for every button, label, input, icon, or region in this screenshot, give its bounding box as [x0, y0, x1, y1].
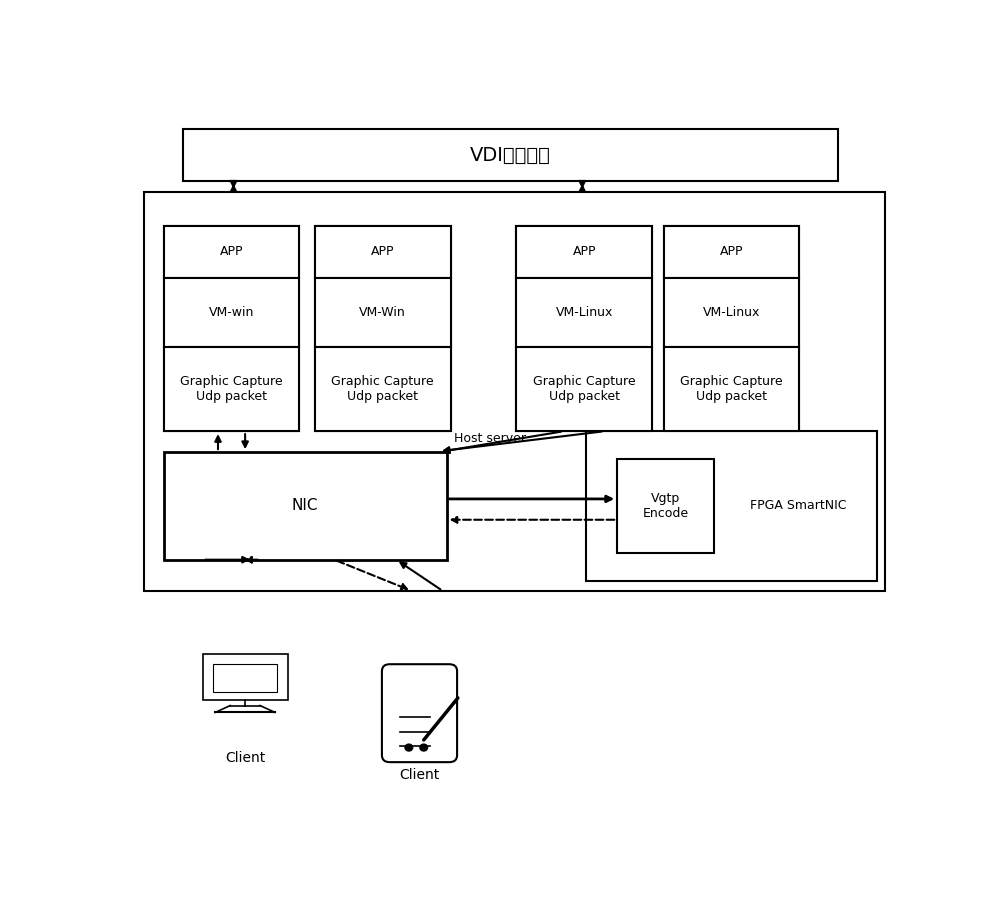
Text: VM-win: VM-win — [209, 306, 254, 319]
Text: Graphic Capture
Udp packet: Graphic Capture Udp packet — [533, 375, 636, 403]
Bar — [516, 278, 652, 347]
Bar — [183, 129, 838, 181]
Bar — [164, 452, 447, 559]
Bar — [164, 347, 299, 431]
Text: VM-Win: VM-Win — [359, 306, 406, 319]
Bar — [516, 226, 652, 278]
Text: Vgtp
Encode: Vgtp Encode — [642, 492, 689, 520]
Bar — [664, 226, 799, 278]
Circle shape — [405, 744, 413, 751]
Text: Graphic Capture
Udp packet: Graphic Capture Udp packet — [680, 375, 783, 403]
Text: VDI管理平台: VDI管理平台 — [470, 145, 551, 165]
Bar — [144, 191, 885, 591]
Circle shape — [420, 744, 428, 751]
Text: APP: APP — [572, 245, 596, 258]
Bar — [213, 664, 277, 692]
Bar — [664, 278, 799, 347]
Bar — [617, 459, 714, 553]
Bar — [164, 226, 299, 431]
Bar — [164, 278, 299, 347]
Text: VM-Linux: VM-Linux — [556, 306, 613, 319]
Text: FPGA SmartNIC: FPGA SmartNIC — [750, 500, 847, 512]
Text: APP: APP — [371, 245, 394, 258]
Text: NIC: NIC — [292, 499, 318, 513]
Text: VM-Linux: VM-Linux — [703, 306, 760, 319]
Text: Graphic Capture
Udp packet: Graphic Capture Udp packet — [180, 375, 283, 403]
Text: Client: Client — [399, 769, 440, 782]
Bar — [164, 226, 299, 278]
Bar — [664, 347, 799, 431]
Text: Host server: Host server — [454, 432, 526, 445]
Text: Client: Client — [225, 750, 265, 765]
Text: APP: APP — [720, 245, 743, 258]
Bar — [516, 347, 652, 431]
Bar — [664, 226, 799, 431]
Bar — [315, 226, 450, 278]
Text: Graphic Capture
Udp packet: Graphic Capture Udp packet — [331, 375, 434, 403]
Bar — [315, 347, 450, 431]
Bar — [315, 278, 450, 347]
Bar — [586, 431, 877, 581]
Bar — [516, 226, 652, 431]
FancyBboxPatch shape — [382, 664, 457, 762]
Bar — [315, 226, 450, 431]
Text: APP: APP — [220, 245, 243, 258]
Bar — [202, 654, 288, 700]
